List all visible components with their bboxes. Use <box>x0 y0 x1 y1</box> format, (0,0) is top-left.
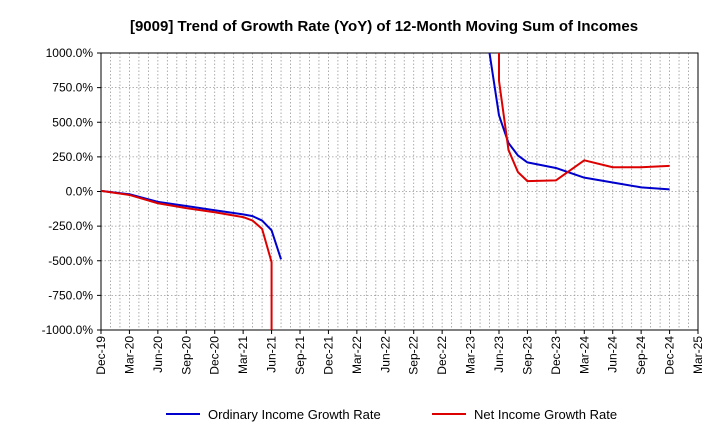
x-tick-label: Mar-24 <box>577 336 591 374</box>
x-tick-label: Jun-24 <box>606 336 620 373</box>
x-tick-label: Sep-23 <box>520 336 534 375</box>
x-tick-label: Jun-23 <box>492 336 506 373</box>
x-tick-label: Mar-20 <box>122 336 136 374</box>
x-tick-label: Dec-22 <box>435 336 449 375</box>
y-tick-label: -250.0% <box>48 219 93 233</box>
axes: 1000.0% 750.0% 500.0% 250.0% 0.0% -250.0% -500… <box>42 46 705 375</box>
x-tick-label: Mar-23 <box>464 336 478 374</box>
x-tick-label: Jun-21 <box>265 336 279 373</box>
series-lines <box>101 53 670 330</box>
x-tick-label: Mar-22 <box>350 336 364 374</box>
y-tick-label: -750.0% <box>48 288 93 302</box>
x-tick-label: Sep-24 <box>634 336 648 375</box>
x-tick-label: Mar-21 <box>236 336 250 374</box>
x-tick-label: Sep-22 <box>407 336 421 375</box>
grid <box>101 53 698 330</box>
x-tick-label: Mar-25 <box>691 336 705 374</box>
legend-label: Ordinary Income Growth Rate <box>208 407 381 422</box>
chart-title: [9009] Trend of Growth Rate (YoY) of 12-… <box>130 18 638 35</box>
y-tick-label: 0.0% <box>66 185 94 199</box>
net-income-growth-rate-line <box>498 53 670 183</box>
y-tick-label: 1000.0% <box>46 46 94 60</box>
net-income-growth-rate-line <box>101 189 273 330</box>
x-tick-label: Dec-20 <box>208 336 222 375</box>
y-tick-label: 750.0% <box>52 81 93 95</box>
x-tick-label: Dec-23 <box>549 336 563 375</box>
legend-label: Net Income Growth Rate <box>474 407 617 422</box>
y-tick-label: 500.0% <box>52 115 93 129</box>
x-tick-label: Dec-19 <box>94 336 108 375</box>
x-tick-label: Dec-24 <box>663 336 677 375</box>
x-tick-label: Jun-22 <box>378 336 392 373</box>
y-tick-label: -500.0% <box>48 254 93 268</box>
ordinary-income-growth-rate-line <box>488 53 670 191</box>
legend: Ordinary Income Growth Rate Net Income Gr… <box>166 407 617 422</box>
x-tick-label: Dec-21 <box>321 336 335 375</box>
x-tick-label: Sep-20 <box>179 336 193 375</box>
ordinary-income-growth-rate-line <box>101 189 283 260</box>
y-tick-label: -1000.0% <box>42 323 94 337</box>
x-tick-label: Sep-21 <box>293 336 307 375</box>
x-tick-label: Jun-20 <box>151 336 165 373</box>
y-tick-label: 250.0% <box>52 150 93 164</box>
